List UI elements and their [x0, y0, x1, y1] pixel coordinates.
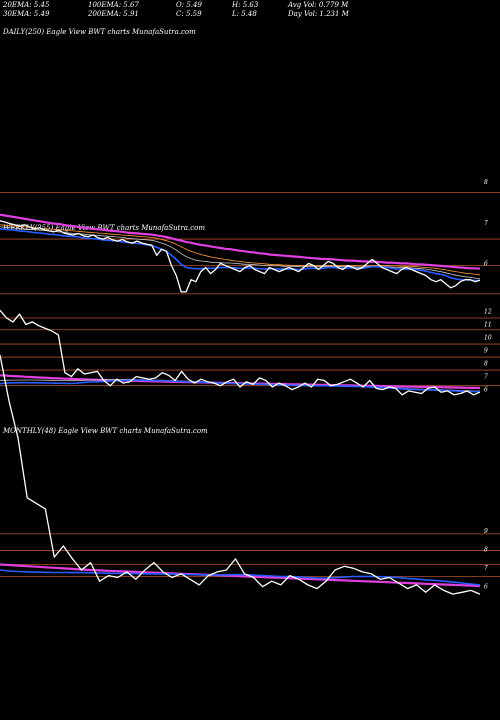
weekly-panel-title: WEEKLY(255) Eagle View BWT charts Munafa… — [3, 224, 205, 232]
weekly-ytick-0: 12 — [484, 309, 492, 316]
weekly-ytick-5: 7 — [484, 374, 488, 381]
daily-ytick-2: 6 — [484, 260, 488, 267]
daily-panel-title: DAILY(250) Eagle View BWT charts MunafaS… — [3, 28, 196, 36]
weekly-ytick-2: 10 — [484, 335, 492, 342]
monthly-ytick-2: 7 — [484, 565, 488, 572]
monthly-ema-slow-line — [0, 563, 481, 588]
header-close: C: 5.59 — [176, 10, 202, 18]
weekly-ema-fast-line — [0, 379, 481, 393]
header-ema100: 100EMA: 5.67 — [88, 1, 139, 9]
monthly-ema-fast-line — [0, 569, 481, 586]
weekly-ytick-3: 9 — [484, 348, 488, 355]
daily-ema-slow-line — [0, 213, 481, 270]
header-low: L: 5.48 — [232, 10, 257, 18]
monthly-ytick-0: 9 — [484, 528, 488, 535]
weekly-ytick-6: 6 — [484, 387, 488, 394]
monthly-panel-title: MONTHLY(48) Eagle View BWT charts Munafa… — [3, 427, 208, 435]
header-high: H: 5.63 — [232, 1, 259, 9]
daily-ytick-1: 7 — [484, 220, 488, 227]
daily-price-line — [0, 220, 481, 293]
header-ema30: 30EMA: 5.49 — [3, 10, 50, 18]
daily-ema-orange-line — [0, 224, 481, 276]
daily-ytick-0: 8 — [484, 179, 488, 186]
daily-ema-fast-line — [0, 228, 480, 282]
weekly-ytick-1: 11 — [484, 322, 492, 329]
monthly-ytick-3: 6 — [484, 584, 488, 591]
header-day-vol: Day Vol: 1.231 M — [288, 10, 349, 18]
header-avg-vol: Avg Vol: 0.779 M — [288, 1, 349, 9]
monthly-price-line — [0, 354, 481, 595]
header-open: O: 5.49 — [176, 1, 202, 9]
weekly-ytick-4: 8 — [484, 361, 488, 368]
header-ema200: 200EMA: 5.91 — [88, 10, 139, 18]
weekly-price-line — [0, 309, 481, 396]
monthly-ytick-1: 8 — [484, 547, 488, 554]
header-ema20: 20EMA: 5.45 — [3, 1, 50, 9]
